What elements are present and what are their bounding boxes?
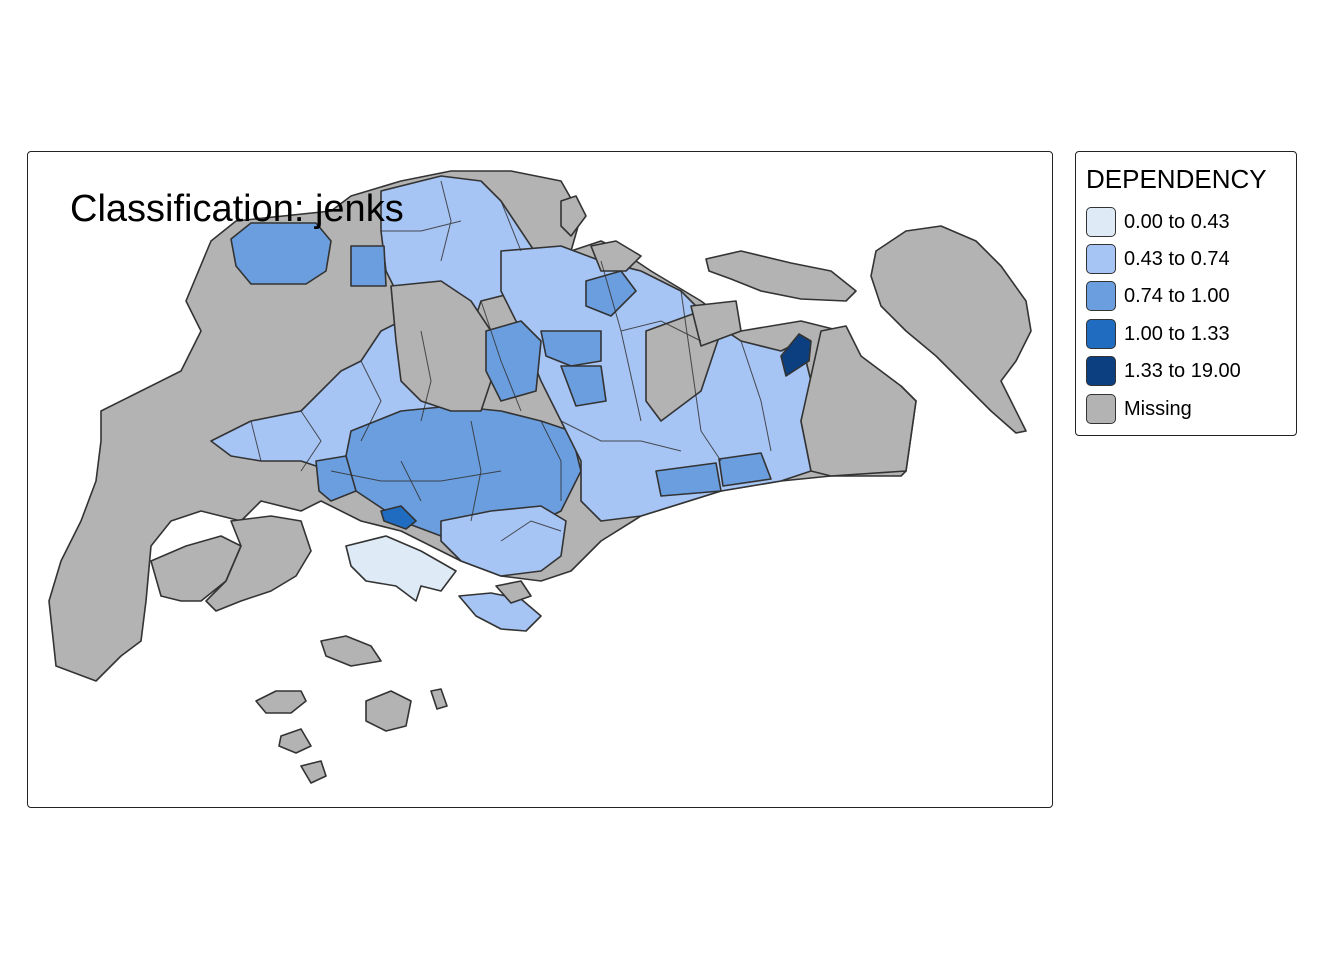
southern-island-2[interactable] [320, 635, 382, 667]
region-mid-medium[interactable] [540, 330, 602, 367]
legend-label: 1.00 to 1.33 [1124, 322, 1230, 345]
region-east-grey-patch[interactable] [690, 300, 742, 347]
north-islet-missing[interactable] [560, 195, 587, 237]
legend-swatch [1086, 207, 1116, 237]
legend-label: 0.00 to 0.43 [1124, 210, 1230, 233]
map-title: Classification: jenks [70, 188, 404, 230]
legend-item: 0.00 to 0.43 [1086, 206, 1230, 238]
legend-item: Missing [1086, 393, 1192, 425]
legend-swatch [1086, 394, 1116, 424]
region-northwest-medium[interactable] [230, 222, 332, 285]
region-south-port-lightest[interactable] [345, 535, 457, 602]
region-north-medium-small[interactable] [350, 245, 387, 287]
legend-swatch [1086, 319, 1116, 349]
sentosa-island[interactable] [458, 592, 542, 632]
northeast-coast-grey[interactable] [590, 240, 642, 272]
region-east-darkest[interactable] [780, 333, 812, 377]
region-south-city-light[interactable] [440, 505, 567, 577]
legend-item: 0.74 to 1.00 [1086, 280, 1230, 312]
region-east-medium-2[interactable] [718, 452, 772, 487]
singapore-choropleth-map[interactable] [28, 152, 1053, 808]
legend-swatch [1086, 244, 1116, 274]
southern-island-7[interactable] [495, 580, 532, 604]
pulau-tekong-missing[interactable] [870, 225, 1032, 434]
map-panel[interactable]: Classification: jenks [27, 151, 1053, 808]
region-east-medium[interactable] [655, 462, 722, 497]
legend-swatch [1086, 281, 1116, 311]
legend-label: 0.43 to 0.74 [1124, 247, 1230, 270]
region-south-dark[interactable] [380, 505, 417, 530]
jurong-island-2-missing[interactable] [205, 515, 312, 612]
region-mid-medium-2[interactable] [560, 365, 607, 407]
region-central-reserve-missing[interactable] [390, 280, 502, 412]
legend-item: 1.00 to 1.33 [1086, 318, 1230, 350]
southern-island-4[interactable] [278, 728, 312, 754]
southern-island-6[interactable] [430, 688, 448, 710]
region-westcentral-medium[interactable] [315, 455, 357, 502]
legend-swatch [1086, 356, 1116, 386]
legend-title: DEPENDENCY [1086, 164, 1267, 194]
region-northcentral-medium[interactable] [485, 320, 542, 402]
region-north-medium[interactable] [585, 270, 637, 317]
southern-island-3[interactable] [365, 690, 412, 732]
legend-panel: DEPENDENCY 0.00 to 0.43 0.43 to 0.74 0.7… [1075, 151, 1297, 436]
southern-island-5[interactable] [300, 760, 327, 784]
region-east-grey-airport[interactable] [800, 325, 917, 477]
pulau-ubin-missing[interactable] [705, 250, 857, 302]
southern-island-1[interactable] [255, 690, 307, 714]
legend-label: Missing [1124, 397, 1192, 420]
legend-label: 0.74 to 1.00 [1124, 284, 1230, 307]
legend-item: 1.33 to 19.00 [1086, 355, 1241, 387]
legend-label: 1.33 to 19.00 [1124, 359, 1241, 382]
legend-item: 0.43 to 0.74 [1086, 243, 1230, 275]
